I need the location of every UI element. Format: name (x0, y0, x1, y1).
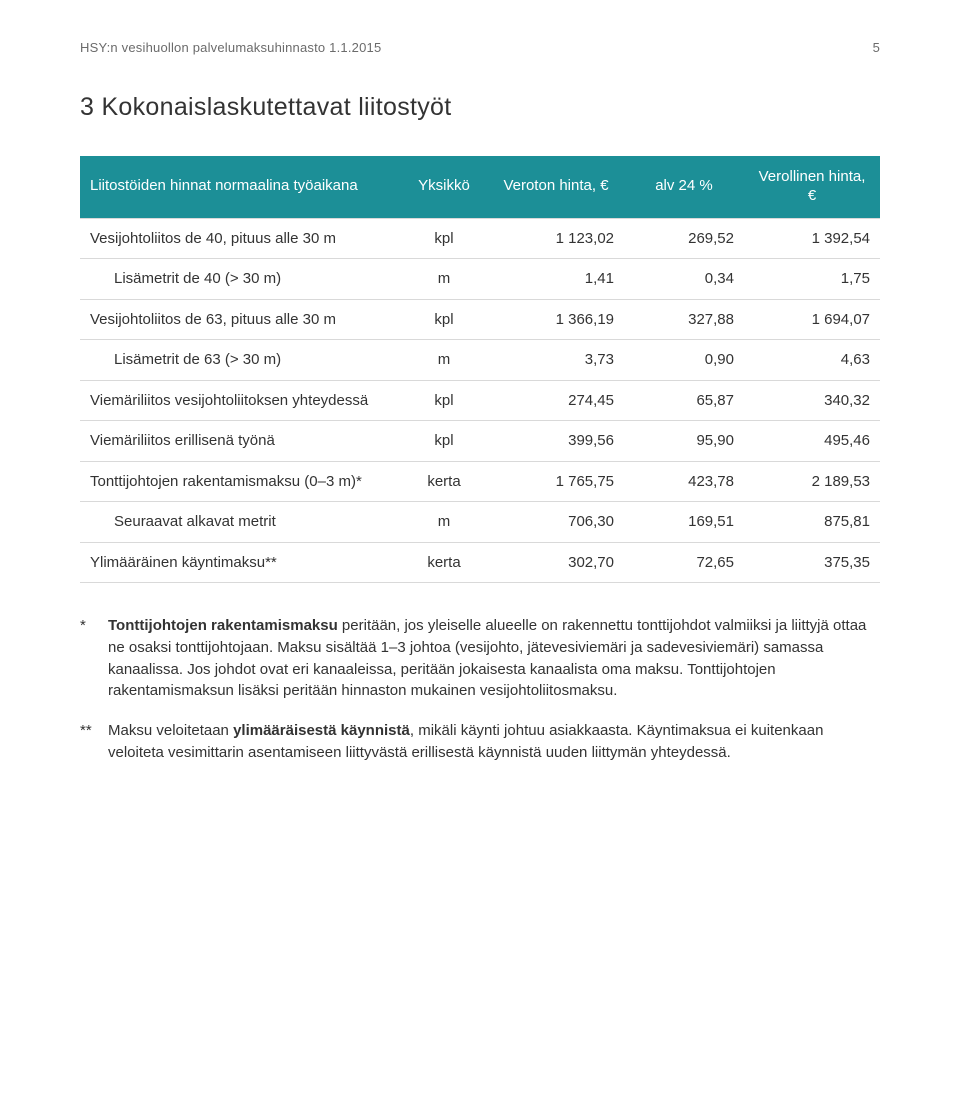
cell-unit: kerta (400, 542, 488, 583)
cell-gross: 1,75 (744, 259, 880, 300)
footnote-1-mark: * (80, 615, 108, 702)
cell-label: Lisämetrit de 40 (> 30 m) (80, 259, 400, 300)
cell-net: 1 366,19 (488, 299, 624, 340)
cell-net: 274,45 (488, 380, 624, 421)
table-row: Tonttijohtojen rakentamismaksu (0–3 m)*k… (80, 461, 880, 502)
cell-net: 1 765,75 (488, 461, 624, 502)
running-header: HSY:n vesihuollon palvelumaksuhinnasto 1… (80, 40, 880, 55)
table-row: Viemäriliitos vesijohtoliitoksen yhteyde… (80, 380, 880, 421)
cell-unit: m (400, 502, 488, 543)
cell-label: Ylimääräinen käyntimaksu** (80, 542, 400, 583)
cell-label: Vesijohtoliitos de 63, pituus alle 30 m (80, 299, 400, 340)
table-row: Vesijohtoliitos de 40, pituus alle 30 mk… (80, 218, 880, 259)
cell-vat: 95,90 (624, 421, 744, 462)
table-row: Lisämetrit de 63 (> 30 m)m3,730,904,63 (80, 340, 880, 381)
cell-net: 399,56 (488, 421, 624, 462)
cell-unit: kpl (400, 380, 488, 421)
col-header-vat: alv 24 % (624, 156, 744, 218)
cell-vat: 423,78 (624, 461, 744, 502)
cell-label: Vesijohtoliitos de 40, pituus alle 30 m (80, 218, 400, 259)
cell-label: Seuraavat alkavat metrit (80, 502, 400, 543)
cell-gross: 1 392,54 (744, 218, 880, 259)
table-body: Vesijohtoliitos de 40, pituus alle 30 mk… (80, 218, 880, 583)
table-row: Vesijohtoliitos de 63, pituus alle 30 mk… (80, 299, 880, 340)
table-row: Seuraavat alkavat metritm706,30169,51875… (80, 502, 880, 543)
cell-label: Viemäriliitos erillisenä työnä (80, 421, 400, 462)
col-header-gross: Verollinen hinta, € (744, 156, 880, 218)
cell-vat: 0,34 (624, 259, 744, 300)
cell-gross: 4,63 (744, 340, 880, 381)
cell-vat: 327,88 (624, 299, 744, 340)
footnote-1-bold: Tonttijohtojen rakentamismaksu (108, 617, 338, 634)
footnote-1: * Tonttijohtojen rakentamismaksu peritää… (80, 615, 880, 702)
cell-unit: kpl (400, 299, 488, 340)
footnote-2-bold: ylimääräisestä käynnistä (233, 722, 410, 739)
cell-unit: m (400, 340, 488, 381)
cell-vat: 72,65 (624, 542, 744, 583)
cell-vat: 269,52 (624, 218, 744, 259)
table-row: Viemäriliitos erillisenä työnäkpl399,569… (80, 421, 880, 462)
cell-label: Lisämetrit de 63 (> 30 m) (80, 340, 400, 381)
page: HSY:n vesihuollon palvelumaksuhinnasto 1… (0, 0, 960, 1111)
table-head: Liitostöiden hinnat normaalina työaikana… (80, 156, 880, 218)
cell-net: 1,41 (488, 259, 624, 300)
running-header-text: HSY:n vesihuollon palvelumaksuhinnasto 1… (80, 40, 381, 55)
cell-net: 1 123,02 (488, 218, 624, 259)
cell-label: Viemäriliitos vesijohtoliitoksen yhteyde… (80, 380, 400, 421)
cell-net: 3,73 (488, 340, 624, 381)
footnote-1-text: Tonttijohtojen rakentamismaksu peritään,… (108, 615, 880, 702)
footnote-2: ** Maksu veloitetaan ylimääräisestä käyn… (80, 720, 880, 764)
cell-unit: kerta (400, 461, 488, 502)
footnote-2-mark: ** (80, 720, 108, 764)
col-header-net: Veroton hinta, € (488, 156, 624, 218)
cell-label: Tonttijohtojen rakentamismaksu (0–3 m)* (80, 461, 400, 502)
footnote-2-text: Maksu veloitetaan ylimääräisestä käynnis… (108, 720, 880, 764)
cell-gross: 875,81 (744, 502, 880, 543)
cell-vat: 65,87 (624, 380, 744, 421)
cell-unit: kpl (400, 218, 488, 259)
cell-gross: 375,35 (744, 542, 880, 583)
cell-gross: 495,46 (744, 421, 880, 462)
table-row: Ylimääräinen käyntimaksu**kerta302,7072,… (80, 542, 880, 583)
cell-unit: kpl (400, 421, 488, 462)
col-header-label: Liitostöiden hinnat normaalina työaikana (80, 156, 400, 218)
cell-vat: 169,51 (624, 502, 744, 543)
price-table: Liitostöiden hinnat normaalina työaikana… (80, 156, 880, 583)
footnotes: * Tonttijohtojen rakentamismaksu peritää… (80, 615, 880, 764)
cell-gross: 1 694,07 (744, 299, 880, 340)
table-row: Lisämetrit de 40 (> 30 m)m1,410,341,75 (80, 259, 880, 300)
footnote-2-pre: Maksu veloitetaan (108, 722, 233, 739)
cell-net: 302,70 (488, 542, 624, 583)
section-title: 3 Kokonaislaskutettavat liitostyöt (80, 93, 880, 122)
cell-net: 706,30 (488, 502, 624, 543)
cell-gross: 2 189,53 (744, 461, 880, 502)
page-number: 5 (873, 40, 880, 55)
cell-vat: 0,90 (624, 340, 744, 381)
cell-gross: 340,32 (744, 380, 880, 421)
cell-unit: m (400, 259, 488, 300)
col-header-unit: Yksikkö (400, 156, 488, 218)
